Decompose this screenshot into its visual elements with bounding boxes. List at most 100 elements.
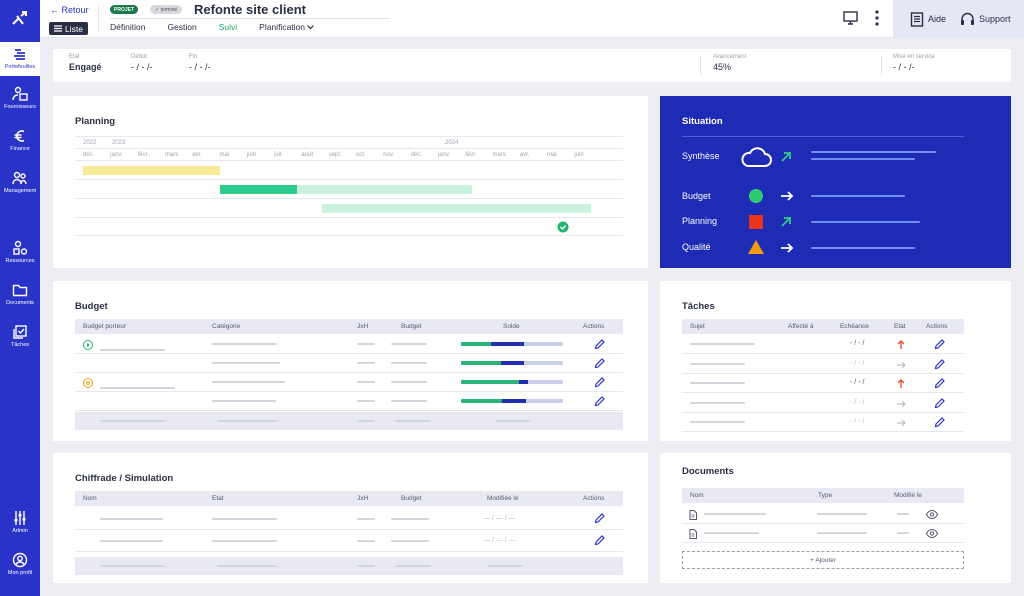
table-row[interactable] <box>75 392 623 411</box>
due-date: - / - / <box>850 359 865 367</box>
col-header: Modifiée le <box>487 495 519 502</box>
monitor-icon[interactable] <box>843 11 858 25</box>
placeholder-line <box>690 401 745 404</box>
taches-title: Tâches <box>682 301 715 312</box>
sidebar-item-fournisseurs[interactable]: Fournisseurs <box>0 86 40 110</box>
col-header: Budget porteur <box>83 323 127 330</box>
support-button[interactable]: Support <box>960 12 1011 27</box>
sidebar-item-ressources[interactable]: Ressources <box>0 240 40 264</box>
chiffrade-table-header: Nom Etat JxH Budget Modifiée le Actions <box>75 491 623 506</box>
tab-gestion[interactable]: Gestion <box>167 22 197 32</box>
table-row[interactable]: - / - / <box>682 413 964 432</box>
due-date: - / - / <box>850 398 865 406</box>
sidebar-item-profil[interactable]: Mon profil <box>0 552 40 576</box>
back-link[interactable]: ← Retour <box>50 5 89 15</box>
placeholder-line <box>391 540 429 542</box>
edit-pencil-icon <box>594 396 605 407</box>
gantt-month: mars <box>164 152 179 158</box>
gantt-bar[interactable] <box>220 185 472 194</box>
cloud-icon <box>741 147 772 167</box>
gantt-row[interactable] <box>75 179 623 198</box>
placeholder-line <box>690 382 745 384</box>
arrow-right-icon <box>897 419 906 427</box>
placeholder-line <box>357 420 375 422</box>
table-row[interactable]: - / - / <box>682 394 964 413</box>
table-row[interactable]: - / - / <box>682 335 964 354</box>
eye-icon[interactable] <box>926 510 938 519</box>
edit-button[interactable] <box>934 397 945 409</box>
add-document-button[interactable]: + Ajouter <box>682 551 964 569</box>
help-button[interactable]: Aide <box>910 11 946 27</box>
summary-etat-value: Engagé <box>69 62 102 72</box>
placeholder-line <box>391 381 427 383</box>
document-icon <box>689 529 697 539</box>
gantt-row[interactable] <box>75 160 623 179</box>
situation-card: Situation Synthèse Budget Planning Quali… <box>660 96 1011 268</box>
chiffrade-table-footer <box>75 557 623 575</box>
tab-definition[interactable]: Définition <box>110 22 146 32</box>
documents-table-header: Nom Type Modifié le <box>682 488 964 503</box>
eye-icon[interactable] <box>926 529 938 538</box>
placeholder-line <box>395 420 431 422</box>
solde-progress <box>461 380 563 384</box>
gantt-month: août <box>301 152 314 158</box>
edit-button[interactable] <box>934 417 945 428</box>
edit-button[interactable] <box>594 535 605 546</box>
sidebar-item-taches[interactable]: Tâches <box>0 324 40 348</box>
sidebar-item-management[interactable]: Management <box>0 170 40 194</box>
edit-button[interactable] <box>594 358 605 369</box>
app-logo[interactable] <box>0 0 40 38</box>
sidebar-item-label: Tâches <box>10 342 30 348</box>
gantt-bar[interactable] <box>322 204 591 213</box>
gantt-month: avr. <box>192 152 202 158</box>
gantt-bar[interactable] <box>83 166 220 175</box>
budget-table-footer <box>75 412 623 430</box>
sidebar-item-label: Admin <box>12 528 28 534</box>
table-row[interactable]: - / - / <box>682 374 964 393</box>
edit-button[interactable] <box>594 339 605 350</box>
edit-button[interactable] <box>594 377 605 388</box>
pause-circle-icon[interactable] <box>83 378 93 388</box>
milestone-check-icon[interactable] <box>557 221 569 233</box>
table-row[interactable] <box>75 335 623 354</box>
table-row[interactable] <box>682 524 964 543</box>
gantt-month: mai <box>219 152 230 158</box>
gantt-month: juin <box>574 152 584 158</box>
more-vertical-icon[interactable] <box>874 9 880 27</box>
placeholder-line <box>817 513 867 515</box>
placeholder-line <box>357 565 375 567</box>
edit-button[interactable] <box>934 378 945 389</box>
liste-button[interactable]: Liste <box>49 22 88 35</box>
col-header: Actions <box>926 323 948 330</box>
table-row[interactable] <box>75 354 623 373</box>
table-row[interactable] <box>75 373 623 392</box>
gantt-row[interactable] <box>75 217 623 236</box>
table-row[interactable]: — / — / — <box>75 530 623 552</box>
edit-button[interactable] <box>934 339 945 350</box>
play-circle-icon[interactable] <box>83 340 93 350</box>
edit-button[interactable] <box>594 513 605 524</box>
arrow-up-icon <box>897 340 905 349</box>
table-row[interactable]: - / - / <box>682 355 964 374</box>
gantt-month: mai <box>547 152 557 158</box>
sidebar-item-admin[interactable]: Admin <box>0 510 40 534</box>
table-row[interactable] <box>682 505 964 524</box>
gantt-bar-progress <box>220 185 297 194</box>
gantt-row[interactable] <box>75 198 623 217</box>
tasks-icon <box>13 325 27 339</box>
placeholder-line <box>357 381 375 383</box>
table-row[interactable]: — / — / — <box>75 508 623 530</box>
sidebar-item-documents[interactable]: Documents <box>0 282 40 306</box>
tab-suivi[interactable]: Suivi <box>218 22 238 32</box>
sidebar-item-portefeuilles[interactable]: Portefeuilles <box>0 42 40 76</box>
summary-etat: Etat Engagé <box>69 54 102 72</box>
tab-planification[interactable]: Planification <box>259 22 315 32</box>
edit-button[interactable] <box>594 396 605 407</box>
summary-debut-label: Début <box>131 54 148 60</box>
sidebar-item-label: Ressources <box>5 258 35 264</box>
edit-button[interactable] <box>934 358 945 370</box>
arrow-up-icon <box>897 379 905 388</box>
sidebar-item-finance[interactable]: Finance <box>0 128 40 152</box>
placeholder-line <box>897 532 909 534</box>
sidebar-item-label: Finance <box>10 146 30 152</box>
